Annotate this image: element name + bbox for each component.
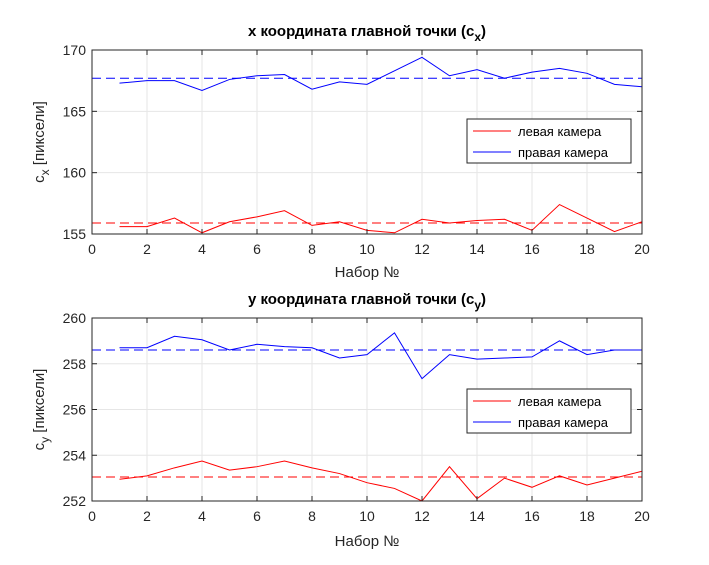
x-tick-label: 16 — [524, 241, 540, 257]
x-tick-label: 0 — [88, 508, 96, 524]
series-line-right-camera — [119, 332, 642, 380]
x-tick-label: 4 — [198, 508, 206, 524]
x-tick-label: 12 — [414, 508, 430, 524]
chart-title-subscript: x — [474, 30, 481, 44]
chart-title-main: x координата главной точки (c — [248, 23, 474, 40]
x-tick-label: 10 — [359, 241, 375, 257]
chart-title: x координата главной точки (cx) — [248, 23, 486, 44]
y-tick-label: 256 — [63, 402, 87, 418]
x-tick-label: 18 — [579, 241, 595, 257]
y-axis-label-unit: [пиксели] — [31, 101, 48, 169]
chart-title-subscript: y — [474, 298, 481, 312]
legend: левая камера правая камера — [466, 388, 632, 434]
y-axis-label-subscript: x — [38, 169, 52, 175]
x-axis-label: Набор № — [335, 264, 400, 281]
y-axis-label-main: c — [31, 442, 48, 450]
chart-title: y координата главной точки (cy) — [248, 291, 486, 312]
y-tick-label: 170 — [63, 42, 87, 58]
legend-entry-label: правая камера — [518, 145, 609, 160]
y-axis-label: cx [пиксели] — [31, 101, 52, 183]
y-tick-label: 165 — [63, 103, 87, 119]
chart-title-main: y координата главной точки (c — [248, 291, 474, 308]
x-tick-label: 2 — [143, 241, 151, 257]
y-tick-label: 258 — [63, 356, 87, 372]
x-tick-label: 0 — [88, 241, 96, 257]
chart-x-principal-point: 0 2 4 6 8 10 12 14 16 18 20 155 160 165 170 x координат… — [31, 23, 650, 281]
y-tick-label: 160 — [63, 165, 87, 181]
legend-entry-label: левая камера — [518, 394, 602, 409]
y-axis-label: cy [пиксели] — [31, 369, 52, 451]
x-tick-label: 8 — [308, 508, 316, 524]
x-tick-label: 16 — [524, 508, 540, 524]
x-tick-label: 6 — [253, 508, 261, 524]
y-tick-label: 260 — [63, 310, 87, 326]
legend: левая камера правая камера — [466, 118, 632, 164]
x-tick-label: 12 — [414, 241, 430, 257]
legend-box — [466, 118, 632, 164]
y-tick-label: 155 — [63, 226, 87, 242]
series-line-left-camera — [119, 460, 643, 502]
legend-entry-label: правая камера — [518, 415, 609, 430]
y-tick-label: 252 — [63, 493, 87, 509]
series-line-left-camera — [119, 203, 643, 234]
legend-entry-label: левая камера — [518, 124, 602, 139]
series-line-right-camera — [119, 56, 643, 92]
x-tick-label: 2 — [143, 508, 151, 524]
chart-y-principal-point: 0 2 4 6 8 10 12 14 16 18 20 252 254 256 258 260 y коорди… — [31, 291, 650, 550]
x-tick-label: 8 — [308, 241, 316, 257]
x-tick-label: 18 — [579, 508, 595, 524]
chart-title-close: ) — [481, 23, 486, 40]
x-tick-label: 14 — [469, 241, 485, 257]
x-tick-label: 6 — [253, 241, 261, 257]
x-tick-label: 20 — [634, 241, 650, 257]
legend-box — [466, 388, 632, 434]
chart-title-close: ) — [481, 291, 486, 308]
y-axis-label-main: c — [31, 175, 48, 183]
y-axis-label-subscript: y — [38, 437, 52, 443]
y-axis-label-unit: [пиксели] — [31, 369, 48, 437]
x-tick-label: 10 — [359, 508, 375, 524]
x-tick-label: 4 — [198, 241, 206, 257]
y-tick-label: 254 — [63, 447, 87, 463]
x-tick-label: 14 — [469, 508, 485, 524]
x-axis-label: Набор № — [335, 533, 400, 550]
x-tick-label: 20 — [634, 508, 650, 524]
